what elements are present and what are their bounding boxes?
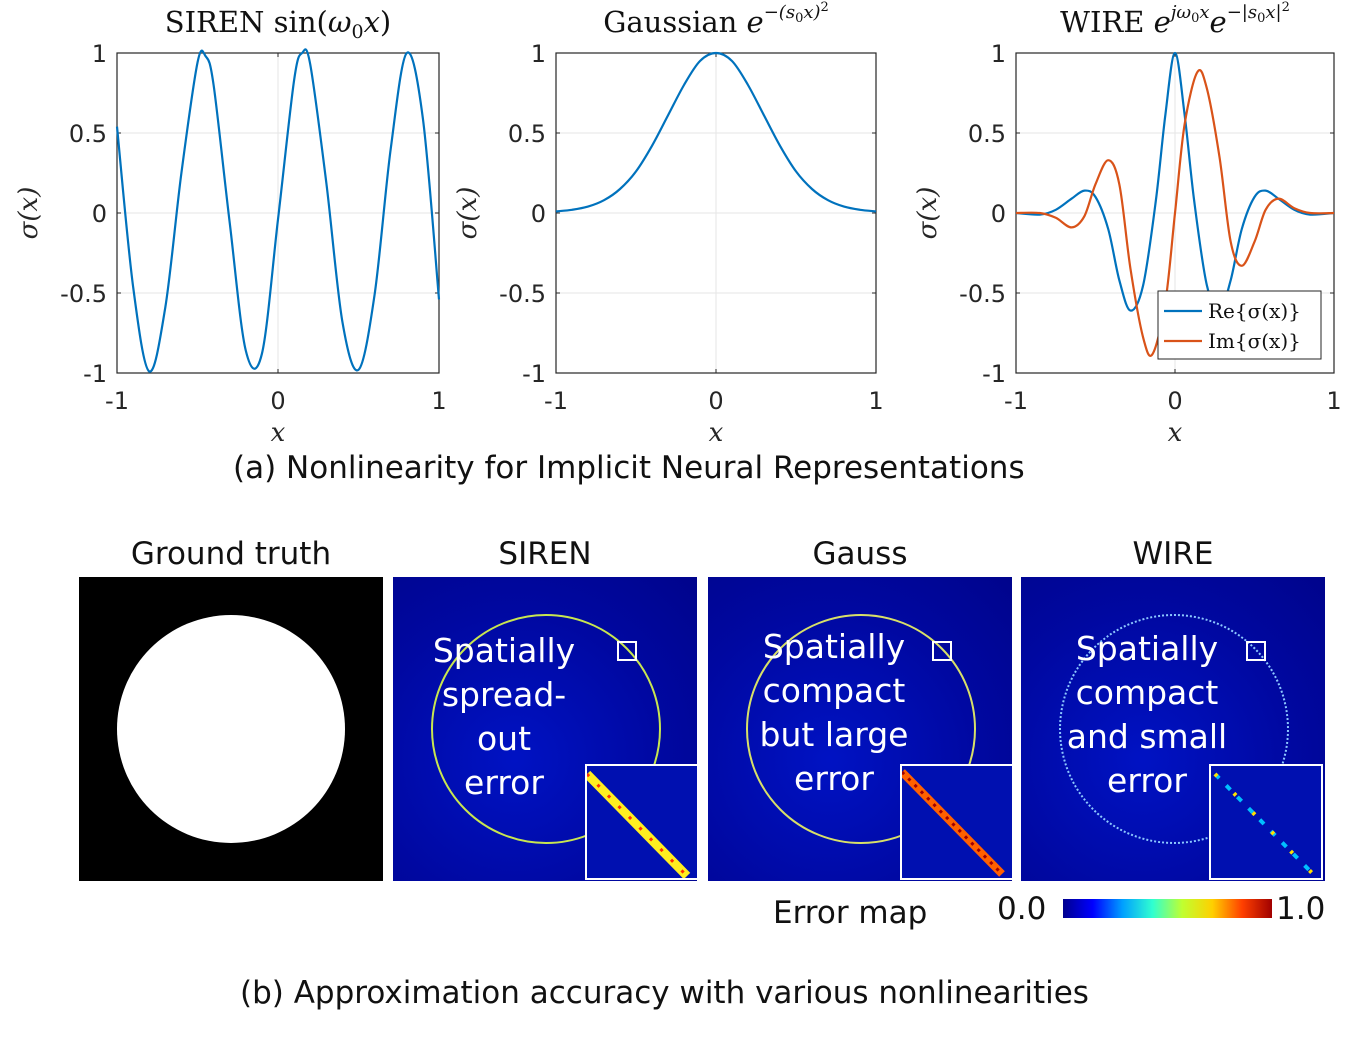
gauss-error-ring xyxy=(746,614,976,844)
wire-error-map: Spatially compact and small error xyxy=(1021,577,1325,881)
caption-b: (b) Approximation accuracy with various … xyxy=(240,975,1089,1011)
y-tick-label: 1 xyxy=(991,40,1006,68)
series-line-re xyxy=(1015,51,1335,312)
y-tick-label: 0 xyxy=(531,200,546,228)
chart-title-gaussian: Gaussian e−(s0x)2 xyxy=(603,0,829,39)
y-tick-label: 0.5 xyxy=(508,120,546,148)
y-tick-label: -1 xyxy=(83,360,107,388)
colorbar xyxy=(1063,899,1272,918)
legend-entry: Re{σ(x)} xyxy=(1208,299,1301,323)
legend-box xyxy=(1157,290,1322,360)
series-line xyxy=(555,51,877,213)
y-tick-label: -0.5 xyxy=(499,280,546,308)
x-axis-label: x xyxy=(709,418,724,448)
y-tick-label: 0 xyxy=(991,200,1006,228)
siren-error-map: Spatially spread-out error xyxy=(393,577,697,881)
siren-error-ring xyxy=(431,614,661,844)
y-tick-label: 0 xyxy=(92,200,107,228)
wire-error-ring xyxy=(1059,614,1289,844)
panel-title-ground-truth: Ground truth xyxy=(130,536,332,572)
y-axis-label: σ(x) xyxy=(913,187,943,240)
y-tick-label: 1 xyxy=(92,40,107,68)
y-tick-label: -0.5 xyxy=(60,280,107,308)
panel-title-siren: SIREN xyxy=(498,536,592,572)
gauss-annotation: Spatially compact but large error xyxy=(759,627,909,798)
x-axis-label: x xyxy=(1168,418,1183,448)
gauss-zoom-inset xyxy=(900,764,1012,880)
legend-entry: Im{σ(x)} xyxy=(1208,329,1301,353)
y-tick-label: -1 xyxy=(982,360,1006,388)
x-tick-label: -1 xyxy=(1004,387,1028,415)
y-tick-label: 1 xyxy=(531,40,546,68)
chart-title-wire: WIRE ejω0xe−|s0x|2 xyxy=(1060,0,1290,39)
colorbar-min: 0.0 xyxy=(997,891,1047,927)
gauss-error-map: Spatially compact but large error xyxy=(708,577,1012,881)
colorbar-label: Error map xyxy=(773,895,928,931)
x-tick-label: -1 xyxy=(544,387,568,415)
x-tick-label: 0 xyxy=(1167,387,1182,415)
y-axis-label: σ(x) xyxy=(453,187,483,240)
siren-zoom-box xyxy=(617,641,637,661)
caption-a: (a) Nonlinearity for Implicit Neural Rep… xyxy=(233,450,1025,486)
x-tick-label: 1 xyxy=(868,387,883,415)
panel-title-wire: WIRE xyxy=(1132,536,1214,572)
y-tick-label: 0.5 xyxy=(968,120,1006,148)
colorbar-max: 1.0 xyxy=(1276,891,1326,927)
x-tick-label: 0 xyxy=(270,387,285,415)
x-tick-label: 1 xyxy=(1326,387,1341,415)
ground-truth-image xyxy=(79,577,383,881)
x-tick-label: 0 xyxy=(708,387,723,415)
wire-zoom-box xyxy=(1246,641,1266,661)
x-axis-label: x xyxy=(271,418,286,448)
chart-title-siren: SIREN sin(ω0x) xyxy=(165,5,392,43)
panel-title-gauss: Gauss xyxy=(812,536,908,572)
y-axis-label: σ(x) xyxy=(14,187,44,240)
y-tick-label: -0.5 xyxy=(959,280,1006,308)
ground-truth-circle xyxy=(117,615,345,843)
series-line-im xyxy=(1015,69,1335,357)
nonlinearity-plots: -1 0 1 1 0.5 0 -0.5 -1 x σ(x) -1 0 1 1 0.5 0 -0.5 -1 x σ(x)… xyxy=(14,0,1342,448)
wire-annotation: Spatially compact and small error xyxy=(1066,629,1228,800)
siren-annotation: Spatially spread-out error xyxy=(432,631,576,802)
siren-zoom-inset xyxy=(585,764,697,880)
y-tick-label: -1 xyxy=(522,360,546,388)
wire-zoom-inset xyxy=(1209,764,1323,880)
gauss-zoom-box xyxy=(932,641,952,661)
series-line xyxy=(115,48,441,373)
x-tick-label: 1 xyxy=(431,387,446,415)
y-tick-label: 0.5 xyxy=(69,120,107,148)
x-tick-label: -1 xyxy=(105,387,129,415)
